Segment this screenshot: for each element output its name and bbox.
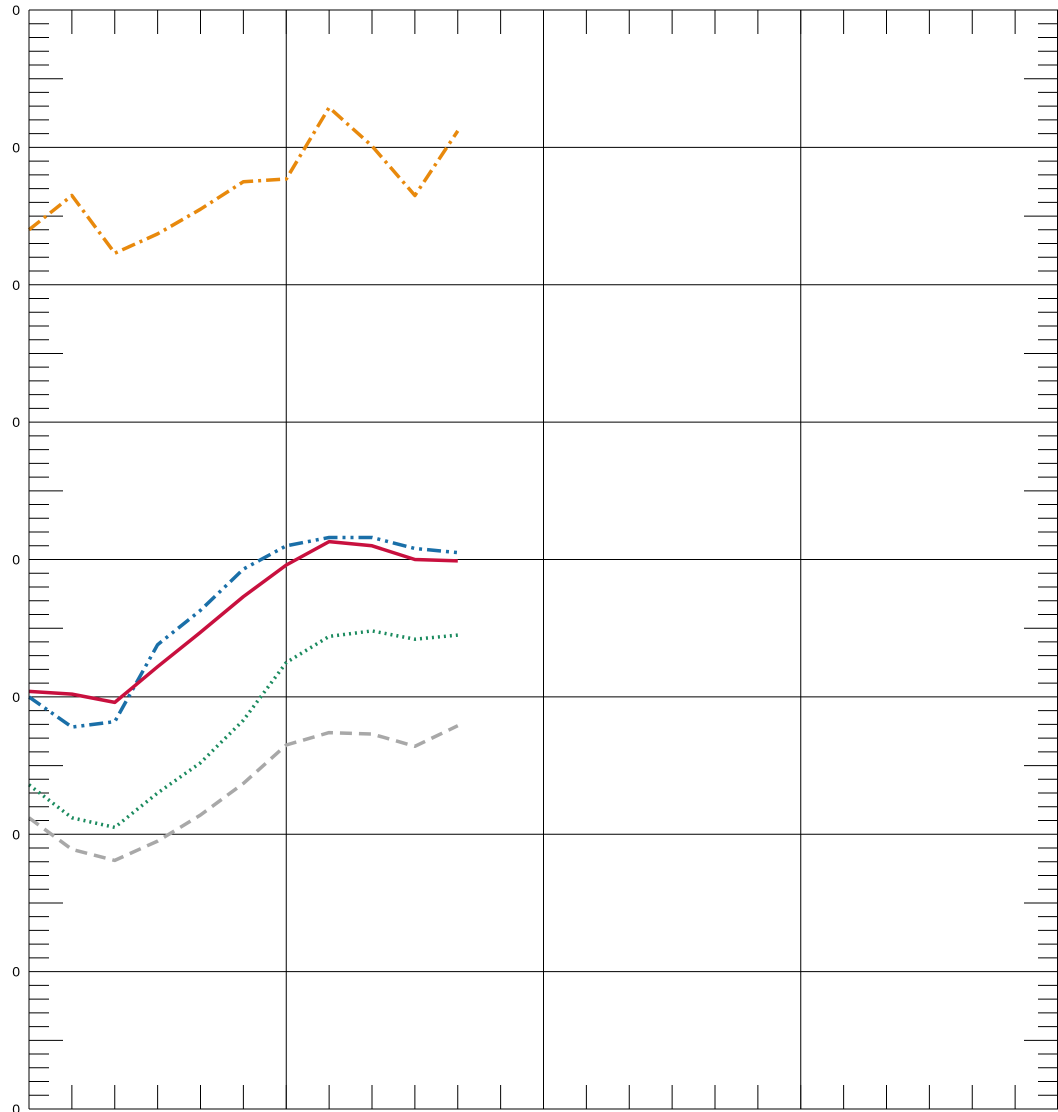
tick-marks	[29, 10, 1058, 1109]
series-line-4	[27, 629, 458, 830]
y-tick-label: 0	[12, 689, 20, 705]
series-line-1	[27, 105, 460, 255]
y-tick-label: 0	[12, 826, 20, 842]
y-tick-labels: 0 0 0 0 0 0 0 0 0	[12, 2, 20, 1112]
y-tick-label: 0	[12, 964, 20, 980]
grid	[29, 10, 1058, 1109]
series-line-3	[28, 539, 458, 705]
y-tick-label: 0	[12, 139, 20, 155]
y-tick-label: 0	[12, 277, 20, 293]
series-lines	[27, 105, 460, 863]
y-tick-label: 0	[12, 2, 20, 18]
series-line-5	[27, 724, 459, 863]
y-tick-label: 0	[12, 1101, 20, 1112]
series-line-2	[27, 535, 458, 729]
y-tick-label: 0	[12, 552, 20, 568]
y-tick-label: 0	[12, 414, 20, 430]
